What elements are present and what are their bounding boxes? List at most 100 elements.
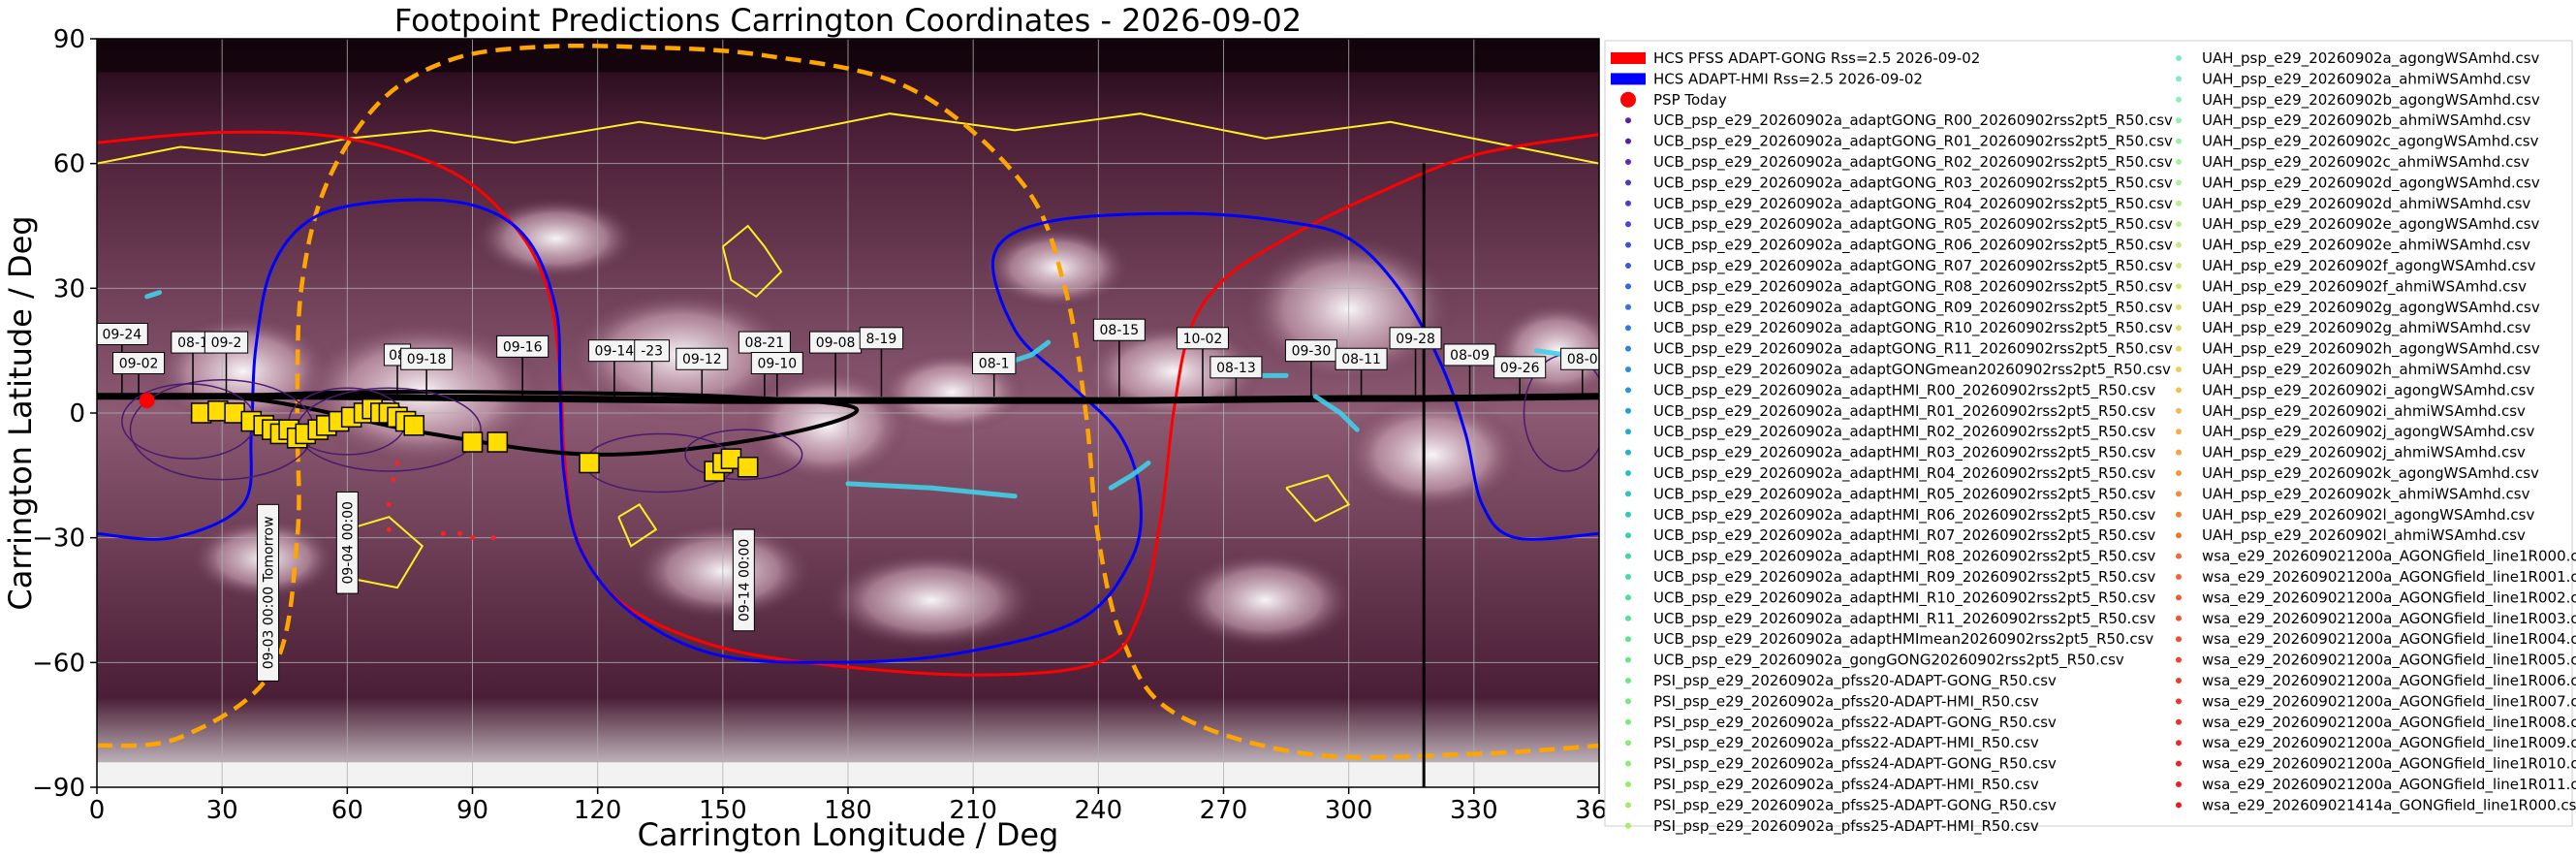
vertical-date-label-text: 09-14 00:00 — [737, 539, 752, 621]
legend-entry-label: UCB_psp_e29_20260902a_adaptGONG_R01_2026… — [1653, 133, 2173, 151]
legend-swatch-dot — [2176, 96, 2182, 103]
legend-entry-label: PSI_psp_e29_20260902a_pfss24-ADAPT-GONG_… — [1653, 755, 2057, 774]
legend-swatch-dot — [1625, 241, 1631, 248]
legend-swatch-dot — [2176, 678, 2182, 684]
date-label-text: 09-08 — [816, 335, 856, 351]
vertical-date-label-box — [732, 528, 755, 632]
date-label-box — [1389, 327, 1442, 350]
legend-swatch-band — [1611, 52, 1646, 64]
legend-entry-label: wsa_e29_202609021200a_AGONGfield_line1R0… — [2202, 568, 2576, 587]
legend-swatch-dot — [1625, 221, 1631, 228]
legend-entry-label: wsa_e29_202609021200a_AGONGfield_line1R0… — [2202, 652, 2576, 670]
legend-swatch-dot — [1625, 822, 1631, 829]
psp-today-marker — [139, 393, 155, 409]
date-label-box — [971, 352, 1017, 375]
legend-swatch-dot — [1625, 740, 1631, 747]
legend-entry-label: UAH_psp_e29_20260902c_agongWSAmhd.csv — [2202, 133, 2539, 151]
date-label-text: 08-09 — [1450, 348, 1490, 364]
legend-entry-label: UCB_psp_e29_20260902a_adaptGONG_R05_2026… — [1653, 215, 2173, 234]
legend-entry-label: wsa_e29_202609021200a_AGONGfield_line1R0… — [2202, 610, 2576, 628]
legend-entry-label: UAH_psp_e29_20260902b_agongWSAmhd.csv — [2202, 91, 2540, 110]
legend-swatch-dot — [2176, 325, 2182, 332]
legend-swatch-dot — [2176, 117, 2182, 124]
legend-entry-label: PSI_psp_e29_20260902a_pfss20-ADAPT-HMI_R… — [1653, 692, 2039, 711]
legend-entry-label: UAH_psp_e29_20260902g_agongWSAmhd.csv — [2202, 299, 2540, 317]
x-tick-label: 90 — [456, 796, 488, 825]
legend-swatch-dot — [1625, 117, 1631, 124]
legend-swatch-dot — [1625, 718, 1631, 725]
date-label-box — [1209, 356, 1263, 379]
legend-entry-label: UCB_psp_e29_20260902a_adaptGONG_R10_2026… — [1653, 319, 2173, 337]
legend-entry-label: wsa_e29_202609021200a_AGONGfield_line1R0… — [2202, 776, 2576, 794]
legend-swatch-dot — [1625, 678, 1631, 684]
grid-lines — [97, 39, 1599, 787]
vertical-date-label-box — [335, 491, 359, 594]
vertical-date-label-box — [257, 503, 280, 682]
legend-swatch-dot — [1625, 345, 1631, 352]
legend-swatch-dot — [2176, 263, 2182, 269]
legend-entry-label: UAH_psp_e29_20260902c_ahmiWSAmhd.csv — [2202, 153, 2529, 172]
legend-entry-label: wsa_e29_202609021200a_AGONGfield_line1R0… — [2202, 734, 2576, 752]
legend-entry-label: UAH_psp_e29_20260902d_agongWSAmhd.csv — [2202, 174, 2540, 192]
coronal-hole-contour — [97, 112, 1599, 165]
date-label-text: 8-19 — [866, 332, 897, 347]
psp-footprint-dot — [391, 477, 396, 483]
legend-entry-label: UCB_psp_e29_20260902a_adaptHMImean202609… — [1653, 630, 2153, 649]
legend-entry-label: PSI_psp_e29_20260902a_pfss22-ADAPT-HMI_R… — [1653, 734, 2039, 752]
legend-entry-label: UCB_psp_e29_20260902a_gongGONG20260902rs… — [1653, 652, 2124, 670]
footpoint-trace — [1108, 461, 1151, 491]
footpoint-box-marker — [487, 431, 509, 453]
date-label-text: 09-10 — [757, 357, 797, 372]
x-tick-label: 150 — [699, 796, 747, 825]
legend-swatch-dot — [2176, 470, 2182, 476]
legend-swatch-dot — [1625, 138, 1631, 144]
legend-swatch-band — [1611, 73, 1646, 85]
date-label-text: 10-02 — [1183, 332, 1223, 347]
legend-swatch-dot — [2176, 221, 2182, 228]
legend-entry-label: PSI_psp_e29_20260902a_pfss22-ADAPT-GONG_… — [1653, 714, 2057, 732]
coronal-hole-contour — [721, 224, 783, 299]
coronal-hole-contour — [617, 503, 658, 548]
footpoint-trace — [1312, 394, 1360, 432]
legend-swatch-dot — [2176, 449, 2182, 456]
date-label-box — [496, 334, 550, 358]
legend-entry-label: UAH_psp_e29_20260902j_ahmiWSAmhd.csv — [2202, 444, 2526, 462]
x-tick-label: 210 — [949, 796, 997, 825]
date-label-text: -23 — [641, 344, 663, 360]
legend-entry-label: UAH_psp_e29_20260902h_ahmiWSAmhd.csv — [2202, 361, 2530, 379]
legend-swatch-dot — [1625, 200, 1631, 207]
legend-swatch-dot — [2176, 553, 2182, 559]
legend-swatch-dot — [2176, 698, 2182, 705]
bright-region — [823, 550, 1041, 651]
y-tick-label: 0 — [69, 399, 85, 429]
date-label-text: 09-30 — [1292, 344, 1332, 360]
footpoint-box-marker — [737, 457, 759, 478]
psp-footprint-dot — [394, 460, 400, 465]
legend-entry-label: UCB_psp_e29_20260902a_adaptHMI_R01_20260… — [1653, 402, 2155, 421]
psp-footprint-dot — [470, 535, 475, 541]
legend-swatch-dot — [1625, 429, 1631, 435]
legend-swatch-dot — [2176, 429, 2182, 435]
x-tick-label: 30 — [206, 796, 238, 825]
legend-entry-label: UCB_psp_e29_20260902a_adaptGONG_R00_2026… — [1653, 111, 2173, 130]
legend-entry-label: wsa_e29_202609021200a_AGONGfield_line1R0… — [2202, 548, 2576, 566]
legend-swatch-dot — [1625, 159, 1631, 165]
legend-entry-label: UCB_psp_e29_20260902a_adaptHMI_R09_20260… — [1653, 568, 2155, 587]
date-label-text: 08-11 — [1341, 352, 1381, 367]
x-tick-label: 0 — [89, 796, 106, 825]
footpoint-box-marker — [579, 452, 600, 474]
legend-swatch-dot — [2176, 241, 2182, 248]
legend-entry-label: PSI_psp_e29_20260902a_pfss24-ADAPT-HMI_R… — [1653, 776, 2039, 794]
legend-swatch-dot — [1625, 303, 1631, 310]
legend: HCS PFSS ADAPT-GONG Rss=2.5 2026-09-02 HC… — [1611, 49, 2576, 836]
date-label-box — [97, 323, 148, 346]
date-label-text: 09-26 — [1500, 361, 1540, 376]
y-tick-label: −90 — [32, 774, 85, 803]
legend-swatch-dot — [2176, 407, 2182, 414]
date-label-box — [1493, 356, 1547, 379]
legend-swatch-dot — [2176, 718, 2182, 725]
legend-swatch-dot — [2176, 656, 2182, 663]
legend-swatch-dot — [1625, 802, 1631, 809]
legend-swatch-dot — [1625, 283, 1631, 290]
legend-entry-label: UCB_psp_e29_20260902a_adaptGONG_R08_2026… — [1653, 277, 2173, 296]
